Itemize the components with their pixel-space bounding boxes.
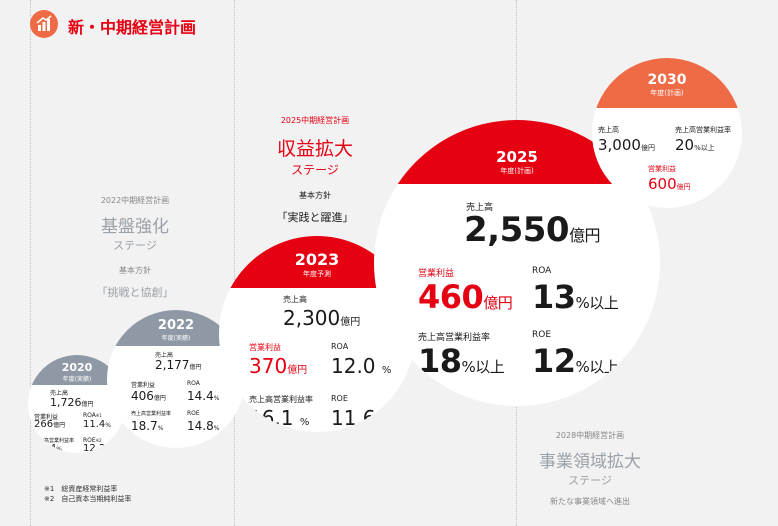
sales-value: 2,550億円 (464, 210, 601, 250)
roe-label: ROE (187, 410, 200, 417)
margin-label: 売上高営業利益率 (34, 438, 75, 444)
sales-value: 2,177億円 (155, 358, 202, 372)
policy-label: 基本方針 (299, 191, 331, 200)
roe-value: 11.6 % (331, 406, 392, 430)
stage-2028: 2028中期経営計画 事業領域拡大 ステージ 新たな事業領域へ進出 (520, 430, 660, 507)
stage-plan: 2028中期経営計画 (555, 431, 625, 440)
stage-sub: ステージ (568, 474, 612, 487)
stage-name: 収益拡大 (276, 138, 353, 160)
stage-sub: ステージ (291, 163, 339, 177)
op-label: 営業利益 (249, 343, 281, 352)
roe-label: ROE (532, 330, 552, 340)
sales-label: 売上高 (466, 203, 494, 213)
roa-value: 11.4% (83, 419, 111, 430)
stage-name: 基盤強化 (101, 217, 169, 237)
stage-plan: 2022中期経営計画 (100, 196, 170, 205)
policy: 「実践と躍進」 (276, 211, 354, 224)
year-tag: 年度(実績) (62, 376, 92, 383)
roa-label: ROA (532, 266, 552, 276)
margin-value: 20%以上 (675, 136, 715, 154)
sales-label: 売上高 (283, 295, 307, 304)
op-value: 600億円 (648, 175, 691, 193)
policy: 「挑戦と協創」 (96, 286, 174, 299)
year: 2025 (496, 148, 538, 166)
op-label: 営業利益 (418, 269, 455, 279)
stage-2025: 2025中期経営計画 収益拡大 ステージ 基本方針 「実践と躍進」 (250, 115, 380, 225)
margin-label: 売上高営業利益率 (418, 333, 491, 343)
roe-value: 14.8% (187, 419, 220, 433)
margin-value: 18.7% (131, 419, 164, 433)
page-title: 新・中期経営計画 (68, 18, 197, 37)
op-value: 266億円 (34, 419, 66, 430)
op-label: 営業利益 (131, 382, 156, 389)
op-label: 営業利益 (34, 414, 59, 421)
stage-name: 事業領域拡大 (539, 452, 641, 472)
margin-value: 16.1 % (249, 406, 310, 430)
op-value: 370億円 (249, 354, 308, 378)
op-value: 406億円 (131, 389, 166, 403)
policy: 新たな事業領域へ進出 (550, 497, 630, 506)
roa-value: 14.4% (187, 389, 220, 403)
sales-label: 売上高 (155, 352, 174, 359)
footnote-2: ※2 自己資本当期純利益率 (44, 495, 132, 503)
margin-value: 15.4% (34, 443, 62, 453)
circle-2030: 2030 年度(計画) 売上高 3,000億円 売上高営業利益率 20%以上 営… (592, 58, 742, 208)
year-tag: 年度(計画) (500, 167, 534, 175)
circle-2023: 2023 年度予測 売上高 2,300億円 営業利益 370億円 ROA 12.… (219, 236, 415, 432)
margin-label: 売上高営業利益率 (249, 395, 313, 404)
margin-label: 売上高営業利益率 (675, 126, 731, 134)
year-tag: 年度(実績) (161, 335, 191, 342)
circle-2025: 2025 年度(計画) 売上高 2,550億円 営業利益 460億円 ROA 1… (374, 120, 660, 406)
sales-value: 2,300億円 (283, 306, 361, 330)
stage-sub: ステージ (113, 239, 157, 252)
year-tag: 年度(計画) (650, 89, 684, 97)
roa-label: ROA (187, 380, 200, 387)
sales-value: 1,726億円 (50, 396, 94, 409)
footnote-1: ※1 総資産経常利益率 (44, 485, 118, 493)
sales-label: 売上高 (598, 126, 619, 134)
year: 2023 (294, 250, 340, 269)
margin-value: 18%以上 (418, 342, 505, 380)
op-value: 460億円 (418, 278, 513, 316)
margin-label: 売上高営業利益率 (131, 411, 172, 417)
roa-label: ROA※1 (83, 412, 102, 419)
stage-plan: 2025中期経営計画 (280, 116, 350, 125)
year-tag: 年度予測 (303, 270, 331, 278)
year: 2030 (647, 72, 687, 88)
sales-label: 売上高 (50, 390, 69, 397)
roa-value: 13%以上 (532, 278, 619, 316)
op-label: 営業利益 (648, 165, 676, 173)
year: 2020 (61, 361, 93, 374)
sales-value: 3,000億円 (598, 136, 655, 154)
circle-header: 2030 年度(計画) (592, 58, 742, 108)
year: 2022 (157, 318, 195, 333)
bar-chart-icon (30, 10, 58, 38)
roa-value: 12.0 % (331, 354, 392, 378)
roe-value: 12.2% (83, 443, 111, 453)
stage-2022: 2022中期経営計画 基盤強化 ステージ 基本方針 「挑戦と協創」 (70, 195, 200, 300)
roe-value: 12%以上 (532, 342, 619, 380)
policy-label: 基本方針 (119, 266, 151, 275)
roa-label: ROA (331, 342, 349, 351)
guide-line-1 (30, 0, 31, 526)
roe-label: ROE※2 (83, 437, 102, 444)
roe-label: ROE (331, 394, 348, 403)
